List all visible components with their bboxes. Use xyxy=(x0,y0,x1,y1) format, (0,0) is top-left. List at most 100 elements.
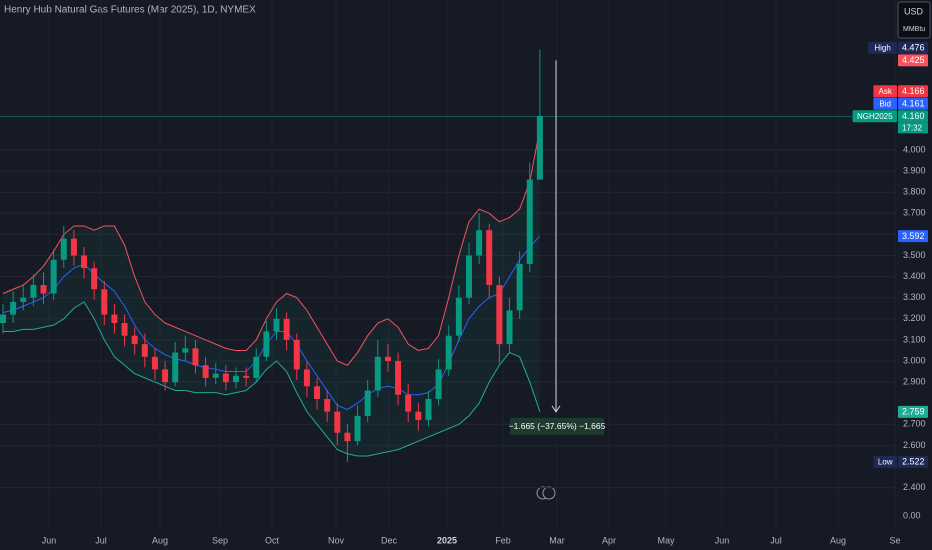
candle-body xyxy=(40,285,47,294)
candle-body xyxy=(0,314,6,324)
candle-body xyxy=(405,394,412,412)
y-tick-label: 3.700 xyxy=(903,208,926,218)
y-tick-label: 3.100 xyxy=(903,334,926,344)
candle-body xyxy=(70,238,77,256)
candle-body xyxy=(172,352,179,383)
candle-body xyxy=(30,285,37,298)
x-tick-label: Feb xyxy=(495,535,511,545)
price-tag xyxy=(898,230,928,243)
candle-body xyxy=(111,314,118,324)
price-tag-value: 4.160 xyxy=(902,111,925,121)
price-tag-label: High xyxy=(874,43,890,52)
candle-body xyxy=(516,263,523,311)
candle-body xyxy=(374,356,381,391)
price-tag-label: Ask xyxy=(879,87,893,96)
candle-body xyxy=(283,318,290,340)
candle-body xyxy=(526,179,533,264)
candle-body xyxy=(50,259,57,294)
candle-body xyxy=(212,373,219,378)
candle-body xyxy=(334,411,341,433)
candle-body xyxy=(324,398,331,412)
unit-box[interactable] xyxy=(897,1,931,39)
price-tag-label-box xyxy=(873,97,897,110)
price-tag-value: 4.425 xyxy=(902,55,925,65)
measure-label: −1.665 (−37.65%) −1,665 xyxy=(509,421,606,431)
price-tag-value: 4.476 xyxy=(902,43,925,53)
y-tick-label: 2.700 xyxy=(903,419,926,429)
candle-body xyxy=(81,255,88,269)
candle-body xyxy=(344,432,351,442)
y-tick-label: 3.900 xyxy=(903,165,926,175)
candle-body xyxy=(263,331,270,357)
y-tick-label: 3.400 xyxy=(903,271,926,281)
candle-body xyxy=(435,369,442,399)
price-tag-label-box xyxy=(873,85,897,98)
icon[interactable] xyxy=(542,486,556,500)
candle-body xyxy=(384,356,391,361)
x-tick-label: Mar xyxy=(549,535,565,545)
candle-body xyxy=(496,285,503,345)
x-tick-label: Aug xyxy=(830,535,846,545)
price-tag xyxy=(898,455,928,468)
y-tick-label: 4.000 xyxy=(903,144,926,154)
unit: MMBtu xyxy=(903,26,925,33)
price-tag xyxy=(898,41,928,54)
y-tick-label: 3.300 xyxy=(903,292,926,302)
price-tag-value: 4.166 xyxy=(902,86,925,96)
y-tick-label: 2.400 xyxy=(903,482,926,492)
candle-body xyxy=(395,360,402,395)
price-tag xyxy=(898,54,928,67)
y-tick-label: 3.800 xyxy=(903,187,926,197)
candle-body xyxy=(465,255,472,298)
candle-body xyxy=(425,398,432,421)
candle-body xyxy=(445,335,452,370)
candle-body xyxy=(232,375,239,383)
y-zero-label: 0.00 xyxy=(903,510,921,520)
candle-body xyxy=(91,268,98,290)
measure-box xyxy=(510,417,604,435)
candle-body xyxy=(506,310,513,345)
x-tick-label: Sep xyxy=(212,535,228,545)
price-tag xyxy=(898,85,928,98)
price-tag-label: Bid xyxy=(879,99,891,108)
price-tag xyxy=(898,110,928,123)
candle-body xyxy=(486,230,493,286)
x-tick-label: Apr xyxy=(602,535,616,545)
candle-body xyxy=(162,369,169,383)
candle-body xyxy=(20,297,27,302)
candle-body xyxy=(455,297,462,336)
y-tick-label: 2.900 xyxy=(903,376,926,386)
y-tick-label: 3.500 xyxy=(903,250,926,260)
candle-body xyxy=(101,289,108,315)
candle-body xyxy=(303,369,310,387)
price-tag-value: 2.522 xyxy=(902,457,925,467)
candle-body xyxy=(131,335,138,345)
candle-body xyxy=(60,238,67,260)
price-tag-label-box xyxy=(868,41,897,54)
price-tag-label-box xyxy=(873,455,897,468)
y-tick-label: 3.200 xyxy=(903,313,926,323)
price-tag-label: Low xyxy=(878,457,893,466)
candle-body xyxy=(253,356,260,378)
x-tick-label: Jun xyxy=(42,535,57,545)
price-tag-label: NGH2025 xyxy=(857,112,893,121)
currency: USD xyxy=(904,6,924,16)
candle-body xyxy=(293,339,300,370)
chart-title: Henry Hub Natural Gas Futures (Mar 2025)… xyxy=(4,5,256,16)
candle-body xyxy=(476,230,483,256)
x-tick-label: Aug xyxy=(152,535,168,545)
x-tick-label: Nov xyxy=(328,535,345,545)
candle-body xyxy=(536,116,543,180)
countdown: 17:32 xyxy=(902,123,923,132)
candle-body xyxy=(415,411,422,421)
candle-body xyxy=(364,390,371,416)
candle-body xyxy=(141,344,148,357)
x-tick-label: Jul xyxy=(95,535,107,545)
y-tick-label: 2.600 xyxy=(903,440,926,450)
band-lower xyxy=(3,301,541,457)
x-tick-label: 2025 xyxy=(437,535,457,545)
candle-body xyxy=(182,348,189,353)
x-tick-label: Jun xyxy=(715,535,730,545)
candle-body xyxy=(314,386,321,399)
